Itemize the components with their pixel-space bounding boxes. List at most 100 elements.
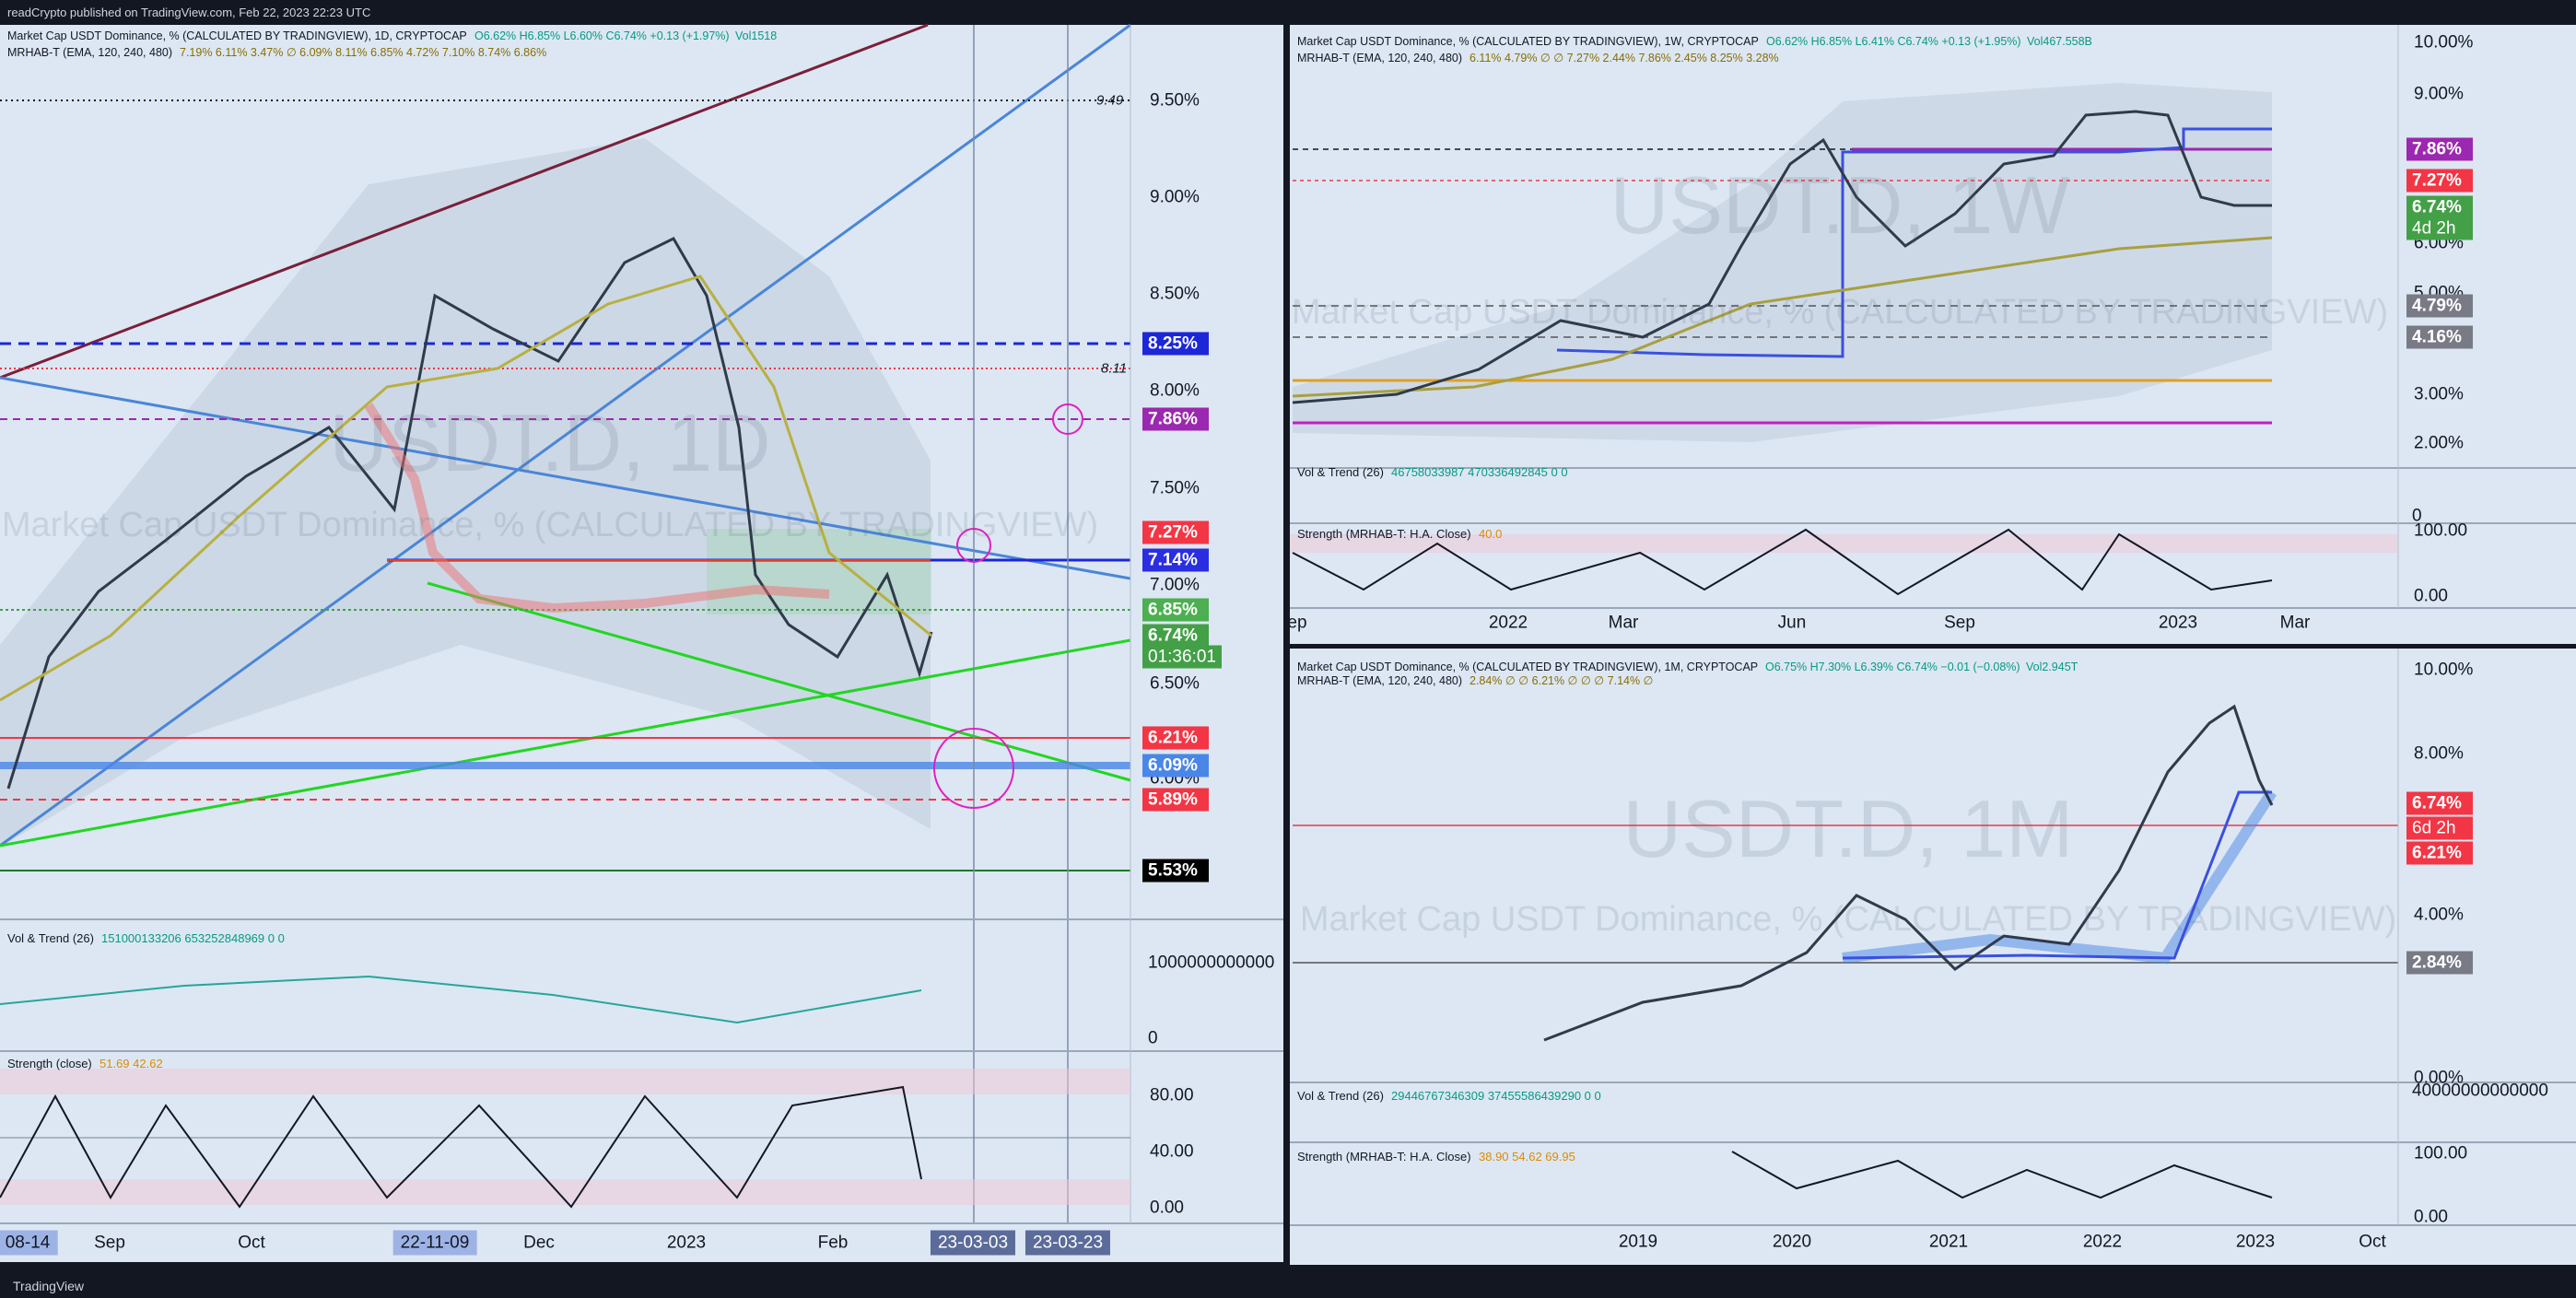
watermark: USDT.D, 1M <box>1622 783 2074 874</box>
strength-tick-label: 40.00 <box>1150 1141 1194 1162</box>
price-tick-label: 8.50% <box>1150 284 1200 304</box>
time-axis-label: Oct <box>238 1233 265 1253</box>
indicator-name: MRHAB-T (EMA, 120, 240, 480) <box>7 46 173 59</box>
left-chart-drawings <box>0 23 1283 1224</box>
time-axis-label: 23-03-03 <box>930 1230 1016 1256</box>
indicator-values: 2.84% ∅ ∅ 6.21% ∅ ∅ ∅ 7.14% ∅ <box>1469 674 1654 687</box>
time-axis-label: Dec <box>523 1233 555 1253</box>
price-tick-label: 7.00% <box>1150 575 1200 595</box>
time-axis-label: 2023 <box>2235 1232 2276 1252</box>
price-tick-label: 2.00% <box>2414 433 2464 453</box>
price-tick-label: 9.00% <box>1150 187 1200 207</box>
strength-tick-label: 80.00 <box>1150 1085 1194 1105</box>
strength-pane-label: Strength (MRHAB-T: H.A. Close) <box>1297 1150 1471 1164</box>
price-label: 2.84% <box>2406 951 2473 975</box>
price-label: 5.53% <box>1142 859 1209 883</box>
price-tick-label: 8.00% <box>2414 743 2464 764</box>
top-bar-text: readCrypto published on TradingView.com,… <box>7 6 371 19</box>
time-axis-label: 2022 <box>2082 1232 2123 1252</box>
price-tick-label: 9.00% <box>2414 84 2464 104</box>
strength-pane-values: 40.0 <box>1479 527 1503 541</box>
time-axis-label: ep <box>1287 613 1307 633</box>
time-axis-label: Mar <box>2279 613 2311 633</box>
time-axis-label: 23-03-23 <box>1025 1230 1111 1256</box>
price-tick-label: 10.00% <box>2414 32 2474 53</box>
price-label: 6.74% <box>2406 791 2473 815</box>
countdown-label: 01:36:01 <box>1142 645 1222 669</box>
price-tick-label: 10.00% <box>2414 660 2474 680</box>
volume-pane-label: Vol & Trend (26) <box>1297 465 1384 479</box>
watermark: USDT.D, 1W <box>1610 159 2070 251</box>
watermark-subtitle: Market Cap USDT Dominance, % (CALCULATED… <box>1299 900 2397 939</box>
footer-logo: TradingView <box>13 1279 85 1293</box>
line-value-label: 8.11 <box>1101 360 1128 377</box>
price-label: 6.85% <box>1142 598 1209 622</box>
price-tick-label: 0.00% <box>2414 1068 2464 1088</box>
indicator-name: MRHAB-T (EMA, 120, 240, 480) <box>1297 674 1463 687</box>
volume-pane-label: Vol & Trend (26) <box>1297 1089 1384 1103</box>
volume-value: Vol467.558B <box>2027 35 2092 48</box>
indicator-name: MRHAB-T (EMA, 120, 240, 480) <box>1297 52 1463 64</box>
price-label: 6.21% <box>1142 726 1209 750</box>
ohlc-values: O6.62% H6.85% L6.41% C6.74% +0.13 (+1.95… <box>1766 35 2021 48</box>
chart-header: Market Cap USDT Dominance, % (CALCULATED… <box>7 29 467 42</box>
strength-tick-label: 0.00 <box>2414 1207 2448 1227</box>
time-axis-label: Sep <box>94 1233 125 1253</box>
time-axis-label: 2022 <box>1488 613 1528 633</box>
price-tick-label: 8.00% <box>1150 380 1200 401</box>
strength-pane-label: Strength (MRHAB-T: H.A. Close) <box>1297 527 1471 541</box>
time-axis-label: Feb <box>817 1233 849 1253</box>
price-label: 4.16% <box>2406 325 2473 349</box>
volume-pane-label: Vol & Trend (26) <box>7 931 94 945</box>
time-axis-label: 2023 <box>666 1233 707 1253</box>
price-label: 7.86% <box>1142 407 1209 431</box>
line-value-label: 9.49 <box>1096 92 1124 109</box>
time-axis-label: Oct <box>2359 1232 2386 1252</box>
price-label: 7.14% <box>1142 548 1209 572</box>
volume-pane-values: 46758033987 470336492845 0 0 <box>1391 465 1568 479</box>
price-tick-label: 9.50% <box>1150 90 1200 111</box>
ohlc-values: O6.75% H7.30% L6.39% C6.74% −0.01 (−0.08… <box>1765 661 2020 673</box>
volume-value: Vol1518 <box>735 29 778 42</box>
strength-pane-values: 51.69 42.62 <box>100 1057 163 1070</box>
price-label: 8.25% <box>1142 332 1209 356</box>
countdown-label: 4d 2h <box>2406 216 2473 240</box>
watermark-subtitle: Market Cap USDT Dominance, % (CALCULATED… <box>1291 293 2389 332</box>
time-axis-label: Jun <box>1777 613 1807 633</box>
price-tick-label: 7.50% <box>1150 478 1200 498</box>
time-axis-label: Sep <box>1944 613 1975 633</box>
strength-tick-label: 100.00 <box>2414 520 2468 541</box>
indicator-values: 7.19% 6.11% 3.47% ∅ 6.09% 8.11% 6.85% 4.… <box>180 46 547 59</box>
strength-tick-label: 0.00 <box>1150 1198 1184 1218</box>
price-tick-label: 6.50% <box>1150 673 1200 694</box>
time-axis-label: 2020 <box>1772 1232 1812 1252</box>
strength-tick-label: 0.00 <box>2414 586 2448 606</box>
volume-tick-label: 40000000000000 <box>2412 1081 2548 1101</box>
volume-pane-values: 151000133206 653252848969 0 0 <box>101 931 285 945</box>
price-label: 5.89% <box>1142 788 1209 812</box>
price-tick-label: 3.00% <box>2414 384 2464 404</box>
ohlc-values: O6.62% H6.85% L6.60% C6.74% +0.13 (+1.97… <box>474 29 730 42</box>
volume-tick-label: 0 <box>2412 506 2422 526</box>
strength-pane-label: Strength (close) <box>7 1057 92 1070</box>
time-axis-label: 2019 <box>1618 1232 1658 1252</box>
price-label: 7.27% <box>1142 520 1209 544</box>
time-axis-label: 2023 <box>2158 613 2198 633</box>
volume-pane-values: 29446767346309 37455586439290 0 0 <box>1391 1089 1601 1103</box>
watermark: USDT.D, 1D <box>329 397 771 488</box>
countdown-label: 6d 2h <box>2406 816 2473 840</box>
time-axis-label: 22-11-09 <box>392 1230 477 1256</box>
indicator-values: 6.11% 4.79% ∅ ∅ 7.27% 2.44% 7.86% 2.45% … <box>1469 52 1779 64</box>
time-axis-label: 2021 <box>1928 1232 1969 1252</box>
chart-header: Market Cap USDT Dominance, % (CALCULATED… <box>1297 35 1759 48</box>
monthly-chart-drawings <box>1290 649 2576 1226</box>
strength-tick-label: 100.00 <box>2414 1143 2468 1164</box>
time-axis-label: Mar <box>1608 613 1639 633</box>
price-label: 6.09% <box>1142 754 1209 778</box>
volume-value: Vol2.945T <box>2026 661 2078 673</box>
price-label: 6.74% <box>1142 624 1209 648</box>
strength-pane-values: 38.90 54.62 69.95 <box>1479 1150 1575 1164</box>
time-axis-label: 08-14 <box>0 1230 58 1256</box>
